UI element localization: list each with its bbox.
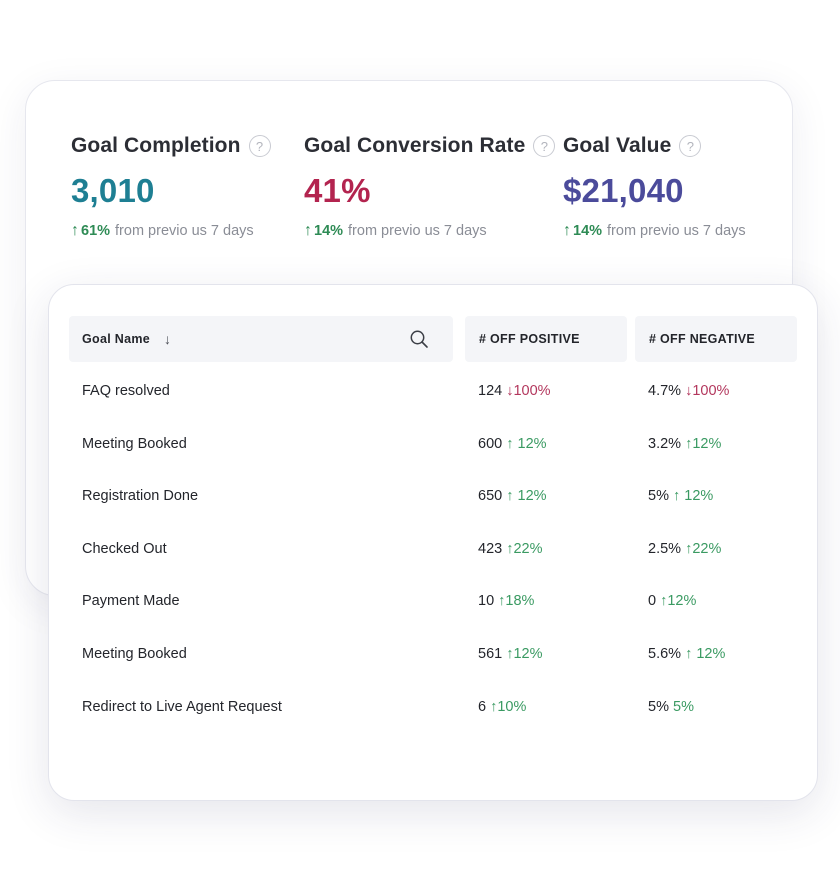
positive-cell: 423 ↑22% [478, 541, 543, 557]
positive-change: ↑22% [506, 540, 543, 557]
change-percent: 14% [314, 223, 344, 239]
goal-name-cell: Redirect to Live Agent Request [82, 698, 282, 715]
negative-cell: 3.2% ↑12% [648, 436, 721, 452]
help-icon[interactable]: ? [248, 135, 271, 157]
positive-value: 124 [478, 383, 503, 399]
negative-cell: 5.6% ↑ 12% [648, 646, 725, 662]
positive-value: 10 [478, 593, 495, 610]
positive-cell: 6 ↑10% [478, 699, 526, 715]
negative-change: ↑12% [660, 593, 697, 610]
metric-change: ↑ 14% from previo us 7 days [304, 222, 555, 240]
negative-change: ↑ 12% [685, 646, 726, 662]
metric-title: Goal Completion [71, 134, 241, 157]
positive-change: ↑ 12% [506, 435, 547, 452]
metric-title: Goal Value [563, 134, 672, 157]
change-percent: 14% [573, 223, 603, 239]
negative-change: 5% [673, 698, 694, 715]
goals-table-card: Goal Name ↓ # OFF POSITIVE # OFF NEGATIV… [48, 284, 818, 801]
goal-name-cell: Meeting Booked [82, 435, 187, 452]
search-icon[interactable] [409, 329, 429, 349]
column-header-label: # OFF POSITIVE [479, 332, 580, 346]
negative-cell: 5% ↑ 12% [648, 488, 713, 504]
positive-cell: 650 ↑ 12% [478, 488, 547, 504]
table-row[interactable]: FAQ resolved 124 ↓100% 4.7% ↓100% [49, 376, 817, 406]
column-header-label: Goal Name [82, 332, 151, 346]
positive-value: 650 [478, 488, 503, 505]
change-text: from previo us 7 days [115, 223, 254, 239]
column-header-label: # OFF NEGATIVE [649, 332, 756, 346]
positive-change: ↑ 12% [506, 488, 547, 505]
metric-goal-value: Goal Value ? $21,040 ↑ 14% from previo u… [563, 134, 746, 240]
positive-cell: 600 ↑ 12% [478, 436, 547, 452]
positive-change: ↑18% [498, 593, 535, 610]
positive-value: 561 [478, 646, 503, 662]
column-header-positive[interactable]: # OFF POSITIVE [465, 316, 627, 362]
goal-name-cell: FAQ resolved [82, 383, 170, 399]
goal-name-cell: Checked Out [82, 540, 167, 557]
negative-change: ↑12% [685, 435, 722, 452]
negative-cell: 5% 5% [648, 699, 694, 715]
goal-name-cell: Payment Made [82, 593, 180, 610]
positive-change: ↑10% [490, 698, 527, 715]
negative-value: 4.7% [648, 383, 682, 399]
goal-name-cell: Registration Done [82, 488, 199, 505]
positive-value: 600 [478, 435, 503, 452]
positive-value: 423 [478, 540, 503, 557]
change-text: from previo us 7 days [348, 223, 487, 239]
table-row[interactable]: Payment Made 10 ↑18% 0 ↑12% [49, 586, 817, 616]
metric-value: $21,040 [563, 172, 684, 209]
metric-value: 41% [304, 172, 371, 209]
metric-title: Goal Conversion Rate [304, 134, 526, 157]
metric-change: ↑ 14% from previo us 7 days [563, 222, 746, 240]
positive-cell: 10 ↑18% [478, 593, 534, 609]
help-icon[interactable]: ? [679, 135, 702, 157]
table-row[interactable]: Redirect to Live Agent Request 6 ↑10% 5% 5… [49, 692, 817, 722]
change-percent: 61% [81, 223, 111, 239]
positive-cell: 561 ↑12% [478, 646, 543, 662]
negative-value: 5.6% [648, 646, 682, 662]
up-arrow-icon: ↑ [563, 222, 571, 239]
positive-value: 6 [478, 698, 487, 715]
negative-cell: 0 ↑12% [648, 593, 696, 609]
up-arrow-icon: ↑ [71, 222, 79, 239]
metric-goal-completion: Goal Completion ? 3,010 ↑ 61% from previ… [71, 134, 271, 240]
metric-goal-conversion-rate: Goal Conversion Rate ? 41% ↑ 14% from pr… [304, 134, 556, 240]
negative-value: 5% [648, 488, 669, 505]
negative-value: 0 [648, 593, 657, 610]
negative-change: ↑ 12% [673, 488, 714, 505]
negative-value: 5% [648, 698, 669, 715]
help-icon[interactable]: ? [533, 135, 556, 157]
positive-cell: 124 ↓100% [478, 383, 551, 399]
column-header-goal-name[interactable]: Goal Name ↓ [69, 316, 453, 362]
negative-value: 2.5% [648, 540, 682, 557]
negative-value: 3.2% [648, 435, 682, 452]
negative-cell: 2.5% ↑22% [648, 541, 721, 557]
positive-change: ↓100% [506, 383, 551, 399]
goal-name-cell: Meeting Booked [82, 646, 187, 662]
up-arrow-icon: ↑ [304, 222, 312, 239]
negative-change: ↑22% [685, 540, 722, 557]
sort-down-icon[interactable]: ↓ [164, 331, 172, 347]
table-row[interactable]: Registration Done 650 ↑ 12% 5% ↑ 12% [49, 481, 817, 511]
positive-change: ↑12% [506, 646, 543, 662]
negative-cell: 4.7% ↓100% [648, 383, 729, 399]
metric-value: 3,010 [71, 172, 155, 209]
table-row[interactable]: Meeting Booked 561 ↑12% 5.6% ↑ 12% [49, 639, 817, 669]
metric-change: ↑ 61% from previo us 7 days [71, 222, 271, 240]
column-header-negative[interactable]: # OFF NEGATIVE [635, 316, 797, 362]
negative-change: ↓100% [685, 383, 730, 399]
change-text: from previo us 7 days [607, 223, 746, 239]
table-row[interactable]: Meeting Booked 600 ↑ 12% 3.2% ↑12% [49, 429, 817, 459]
table-row[interactable]: Checked Out 423 ↑22% 2.5% ↑22% [49, 534, 817, 564]
